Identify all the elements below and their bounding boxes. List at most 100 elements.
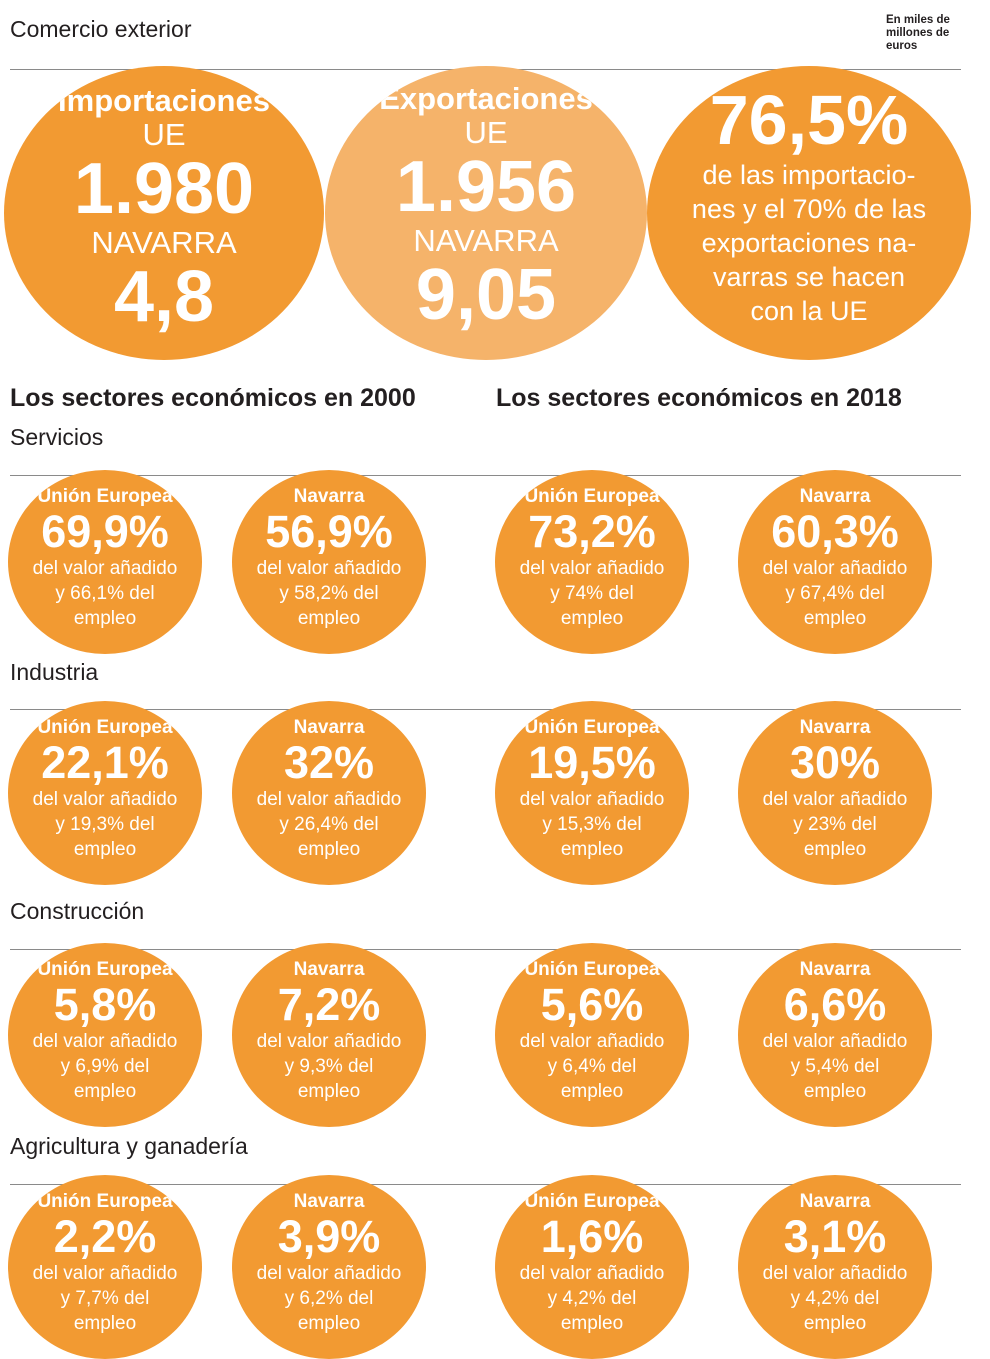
share-text-line: exportaciones na- (701, 228, 917, 258)
employment-text: y 5,4% del (790, 1056, 880, 1077)
divider (10, 1184, 961, 1185)
page-title: Comercio exterior (10, 16, 192, 42)
employment-word: empleo (73, 608, 137, 629)
value-added-percent: 7,2% (277, 979, 381, 1030)
stat-circle: Unión Europea 22,1% del valor añadido y 19,… (8, 701, 202, 885)
value-added-percent: 69,9% (41, 506, 169, 557)
region-label: Navarra (799, 486, 871, 507)
value-added-text: del valor añadido (256, 558, 402, 579)
employment-text: y 15,3% del (542, 814, 642, 835)
stat-circle: Navarra 60,3% del valor añadido y 67,4% del… (738, 470, 932, 654)
value-added-text: del valor añadido (32, 1263, 178, 1284)
employment-word: empleo (297, 839, 361, 860)
value-added-percent: 73,2% (528, 506, 656, 557)
value-added-text: del valor añadido (519, 1263, 665, 1284)
share-circle: 76,5% de las importacio- nes y el 70% de… (647, 66, 971, 360)
employment-word: empleo (73, 1081, 137, 1102)
employment-text: y 4,2% del (790, 1288, 880, 1309)
value-added-percent: 5,6% (540, 979, 644, 1030)
period-2018-heading: Los sectores económicos en 2018 (496, 384, 902, 412)
stat-circle: Navarra 32% del valor añadido y 26,4% del em… (232, 701, 426, 885)
employment-word: empleo (73, 1313, 137, 1334)
stat-circle: Navarra 3,9% del valor añadido y 6,2% del em… (232, 1175, 426, 1359)
divider (10, 709, 961, 710)
exports-heading: Exportaciones (379, 81, 593, 116)
value-added-percent: 19,5% (528, 737, 656, 788)
value-added-percent: 1,6% (540, 1211, 644, 1262)
region-label: Navarra (799, 1191, 871, 1212)
value-added-text: del valor añadido (519, 789, 665, 810)
employment-text: y 4,2% del (547, 1288, 637, 1309)
value-added-percent: 22,1% (41, 737, 169, 788)
employment-word: empleo (803, 1081, 867, 1102)
stat-circle: Unión Europea 5,8% del valor añadido y 6,9%… (8, 943, 202, 1127)
value-added-text: del valor añadido (32, 789, 178, 810)
stat-circle: Navarra 56,9% del valor añadido y 58,2% del… (232, 470, 426, 654)
value-added-text: del valor añadido (762, 1263, 908, 1284)
value-added-text: del valor añadido (762, 558, 908, 579)
divider (10, 475, 961, 476)
value-added-percent: 30% (789, 737, 881, 788)
employment-word: empleo (560, 608, 624, 629)
region-label: Unión Europea (37, 486, 173, 507)
employment-text: y 66,1% del (55, 583, 155, 604)
value-added-percent: 60,3% (771, 506, 899, 557)
value-added-percent: 3,1% (783, 1211, 887, 1262)
share-text-line: de las importacio- (702, 160, 916, 190)
imports-ue-label: UE (142, 117, 186, 152)
employment-word: empleo (803, 608, 867, 629)
employment-word: empleo (803, 1313, 867, 1334)
value-added-text: del valor añadido (256, 1263, 402, 1284)
value-added-text: del valor añadido (32, 558, 178, 579)
region-label: Unión Europea (524, 1191, 660, 1212)
stat-circle: Unión Europea 2,2% del valor añadido y 7,7%… (8, 1175, 202, 1359)
sector-label: Industria (10, 659, 99, 685)
imports-heading: Importaciones (58, 83, 270, 118)
employment-word: empleo (297, 608, 361, 629)
region-label: Unión Europea (37, 959, 173, 980)
region-label: Unión Europea (524, 959, 660, 980)
exports-circle: Exportaciones UE 1.956 NAVARRA 9,05 (325, 66, 647, 360)
stat-circle: Navarra 7,2% del valor añadido y 9,3% del em… (232, 943, 426, 1127)
stat-circle: Unión Europea 5,6% del valor añadido y 6,4%… (495, 943, 689, 1127)
employment-word: empleo (560, 1081, 624, 1102)
employment-text: y 7,7% del (60, 1288, 150, 1309)
region-label: Unión Europea (37, 1191, 173, 1212)
value-added-text: del valor añadido (32, 1031, 178, 1052)
value-added-text: del valor añadido (256, 1031, 402, 1052)
value-added-percent: 32% (283, 737, 375, 788)
value-added-percent: 5,8% (53, 979, 157, 1030)
stat-circle: Unión Europea 19,5% del valor añadido y 15,… (495, 701, 689, 885)
exports-ue-value: 1.956 (395, 147, 577, 227)
employment-text: y 74% del (550, 583, 634, 604)
employment-text: y 19,3% del (55, 814, 155, 835)
region-label: Navarra (293, 959, 365, 980)
units-note: En miles de millones de euros (886, 14, 950, 52)
stat-circle: Unión Europea 1,6% del valor añadido y 4,2%… (495, 1175, 689, 1359)
sector-label: Servicios (10, 424, 104, 450)
divider (10, 949, 961, 950)
share-text-line: varras se hacen (712, 262, 906, 292)
stat-circle: Navarra 6,6% del valor añadido y 5,4% del em… (738, 943, 932, 1127)
employment-word: empleo (297, 1313, 361, 1334)
employment-word: empleo (560, 1313, 624, 1334)
region-label: Navarra (293, 486, 365, 507)
stat-circle: Navarra 3,1% del valor añadido y 4,2% del em… (738, 1175, 932, 1359)
imports-navarra-value: 4,8 (113, 257, 215, 337)
period-2000-heading: Los sectores económicos en 2000 (10, 384, 416, 412)
stat-circle: Navarra 30% del valor añadido y 23% del empl… (738, 701, 932, 885)
employment-text: y 67,4% del (785, 583, 885, 604)
exports-ue-label: UE (464, 115, 508, 150)
share-text-line: nes y el 70% de las (691, 194, 927, 224)
value-added-text: del valor añadido (519, 1031, 665, 1052)
imports-ue-value: 1.980 (73, 149, 255, 229)
region-label: Unión Europea (524, 486, 660, 507)
employment-text: y 6,9% del (60, 1056, 150, 1077)
imports-navarra-label: NAVARRA (91, 225, 237, 260)
employment-text: y 9,3% del (284, 1056, 374, 1077)
region-label: Navarra (799, 959, 871, 980)
imports-circle: Importaciones UE 1.980 NAVARRA 4,8 (4, 66, 324, 360)
region-label: Navarra (293, 717, 365, 738)
value-added-text: del valor añadido (256, 789, 402, 810)
sector-label: Construcción (10, 898, 145, 924)
